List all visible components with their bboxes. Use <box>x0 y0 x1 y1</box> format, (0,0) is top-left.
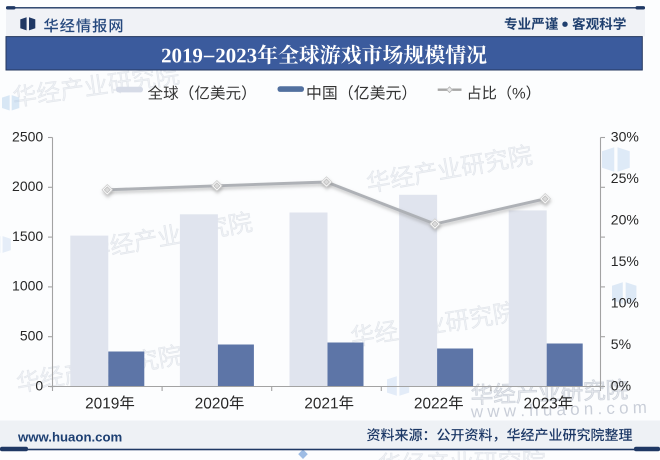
svg-text:25%: 25% <box>611 170 639 186</box>
svg-text:10%: 10% <box>611 294 639 310</box>
svg-text:0%: 0% <box>611 377 631 393</box>
svg-text:500: 500 <box>20 328 44 344</box>
svg-text:15%: 15% <box>611 253 639 269</box>
svg-text:30%: 30% <box>611 128 639 144</box>
svg-text:0: 0 <box>35 377 43 393</box>
svg-text:1000: 1000 <box>12 278 43 294</box>
svg-text:2500: 2500 <box>12 128 43 144</box>
svg-text:1500: 1500 <box>12 228 43 244</box>
svg-text:20%: 20% <box>611 211 639 227</box>
svg-text:2000: 2000 <box>12 178 43 194</box>
svg-text:www.huaon.com: www.huaon.com <box>17 430 122 445</box>
svg-text:5%: 5% <box>611 336 631 352</box>
